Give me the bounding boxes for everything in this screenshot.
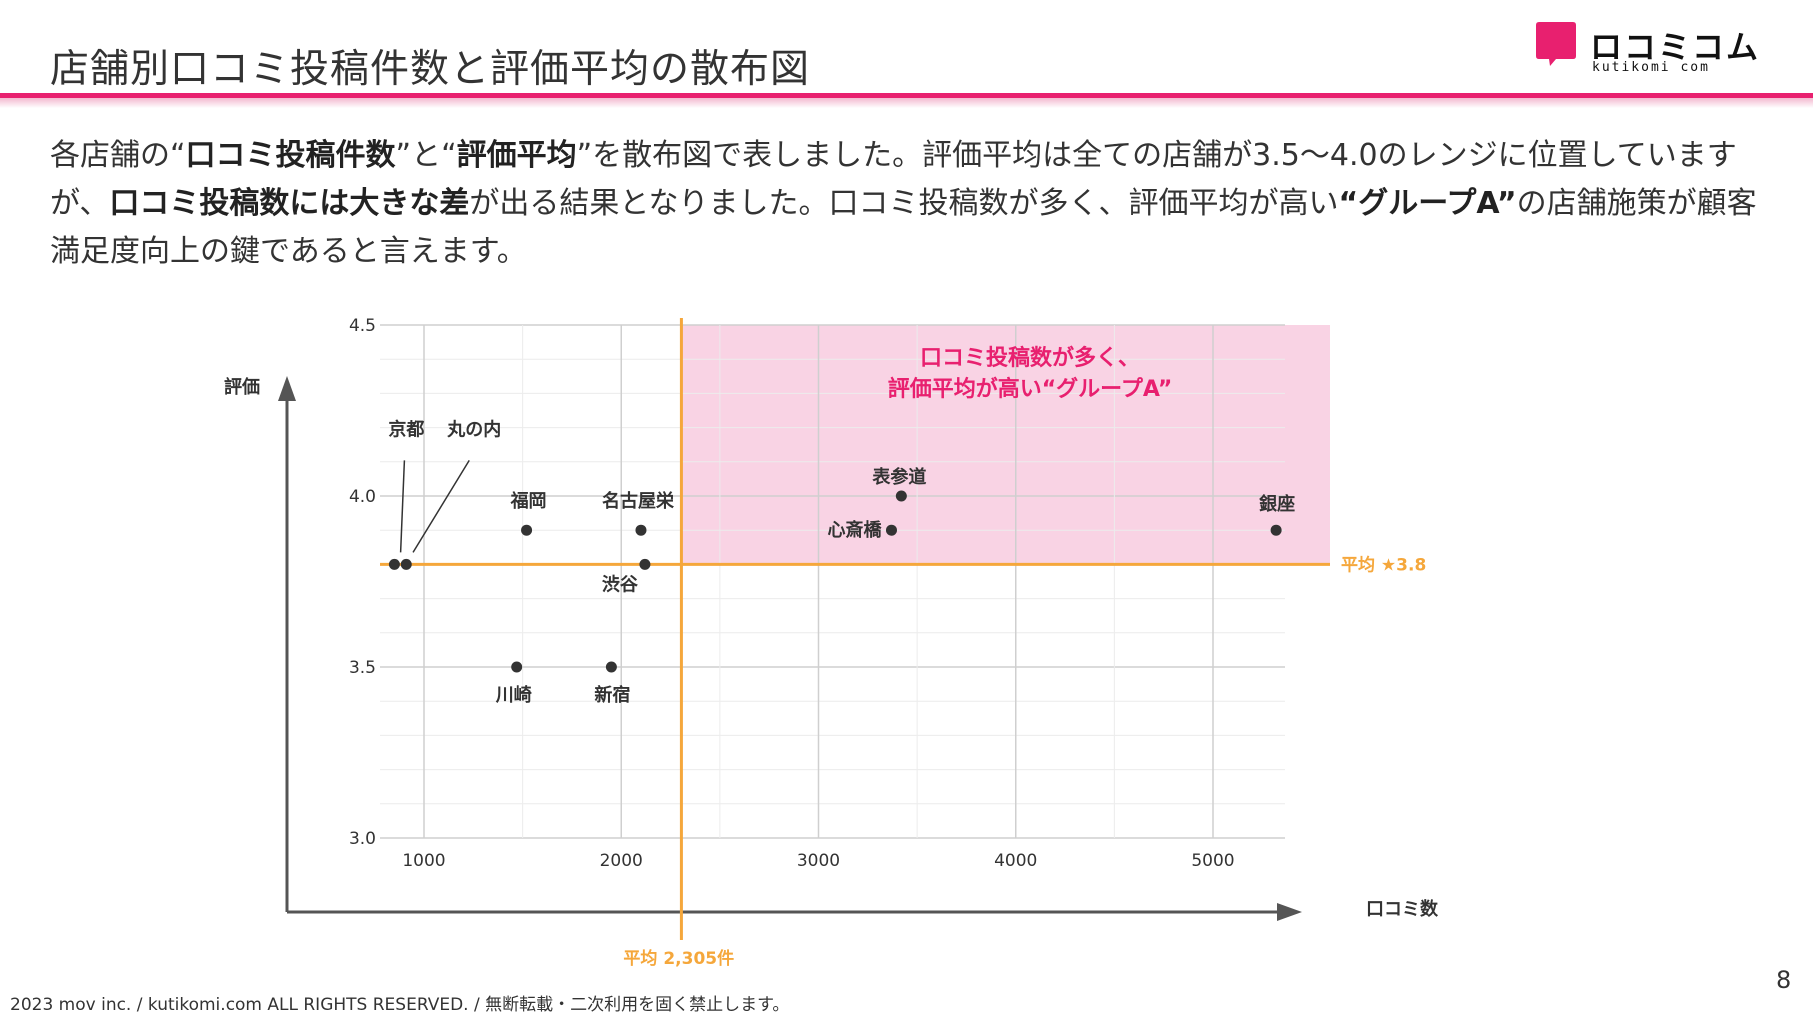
description-text: 各店舗の“口コミ投稿件数”と“評価平均”を散布図で表しました。評価平均は全ての店… xyxy=(50,132,1770,276)
data-point-label: 渋谷 xyxy=(602,573,639,595)
x-tick-label: 4000 xyxy=(994,851,1037,871)
data-point xyxy=(639,558,651,570)
desc-text-3: ”を散布図で表しました。評価平均は全ての店舗が3.5〜4.0のレンジに位置してい… xyxy=(50,138,1737,221)
desc-text-1: 各店舗の“ xyxy=(50,138,186,173)
brand-logo[interactable]: ロコミコム kutikomi com xyxy=(1536,20,1766,80)
group-a-annotation-line2: 評価平均が高い“グループA” xyxy=(888,376,1173,402)
desc-bold-1: 口コミ投稿件数 xyxy=(185,138,396,173)
data-point-label: 表参道 xyxy=(872,466,926,488)
logo-subtext: kutikomi com xyxy=(1592,60,1710,75)
data-point-label: 心斎橋 xyxy=(827,519,882,541)
data-point xyxy=(1270,524,1282,536)
group-a-annotation-line1: 口コミ投稿数が多く、 xyxy=(920,345,1140,371)
data-point xyxy=(511,661,523,673)
page-number: 8 xyxy=(1776,966,1792,994)
header-rule-shadow xyxy=(0,98,1813,108)
group-a-highlight-region-extension xyxy=(1285,325,1330,565)
data-point-label: 丸の内 xyxy=(446,418,501,440)
mean-x-label: 平均 2,305件 xyxy=(623,948,734,969)
desc-text-5: の店舗施策が顧客満足度向上の鍵であると言えます。 xyxy=(50,186,1757,269)
data-point-label: 銀座 xyxy=(1259,493,1295,515)
speech-bubble-logo-icon xyxy=(1536,22,1576,66)
desc-bold-3: 口コミ投稿数には大きな差 xyxy=(109,186,470,221)
desc-bold-2: 評価平均 xyxy=(456,138,577,173)
point-leader-line xyxy=(412,460,470,553)
header-rule xyxy=(0,93,1813,98)
data-point xyxy=(885,524,897,536)
desc-text-4: が出る結果となりました。口コミ投稿数が多く、評価平均が高い xyxy=(469,186,1339,221)
desc-text-2: ”と“ xyxy=(395,138,457,173)
slide-title: 店舗別口コミ投稿件数と評価平均の散布図 xyxy=(50,47,811,92)
x-tick-label: 2000 xyxy=(600,851,643,871)
data-point-label: 福岡 xyxy=(510,490,547,512)
y-tick-label: 4.5 xyxy=(349,316,376,336)
desc-bold-4: “グループA” xyxy=(1338,186,1517,221)
x-tick-label: 1000 xyxy=(402,851,445,871)
data-point xyxy=(895,490,907,502)
data-point-label: 京都 xyxy=(388,418,424,440)
x-tick-label: 5000 xyxy=(1191,851,1234,871)
data-point xyxy=(635,524,647,536)
data-point-label: 川崎 xyxy=(495,684,532,706)
y-tick-label: 3.5 xyxy=(349,658,376,678)
x-axis-label: 口コミ数 xyxy=(1366,898,1439,920)
group-a-highlight-region xyxy=(681,325,1330,565)
point-leader-line xyxy=(399,460,406,553)
data-point-label: 名古屋栄 xyxy=(602,490,675,512)
y-axis-label: 評価 xyxy=(224,376,260,398)
y-tick-label: 4.0 xyxy=(349,487,376,507)
y-tick-label: 3.0 xyxy=(349,829,376,849)
mean-y-label: 平均 ★3.8 xyxy=(1341,554,1426,575)
data-point xyxy=(388,558,400,570)
data-point xyxy=(605,661,617,673)
data-point xyxy=(521,524,533,536)
data-point xyxy=(400,558,412,570)
x-tick-label: 3000 xyxy=(797,851,840,871)
data-point-label: 新宿 xyxy=(594,684,630,706)
footer-copyright: 2023 mov inc. / kutikomi.com ALL RIGHTS … xyxy=(10,995,790,1015)
x-axis-arrow-icon xyxy=(1277,903,1302,921)
logo-name: ロコミコム xyxy=(1590,28,1761,66)
y-axis-arrow-icon xyxy=(278,376,296,401)
